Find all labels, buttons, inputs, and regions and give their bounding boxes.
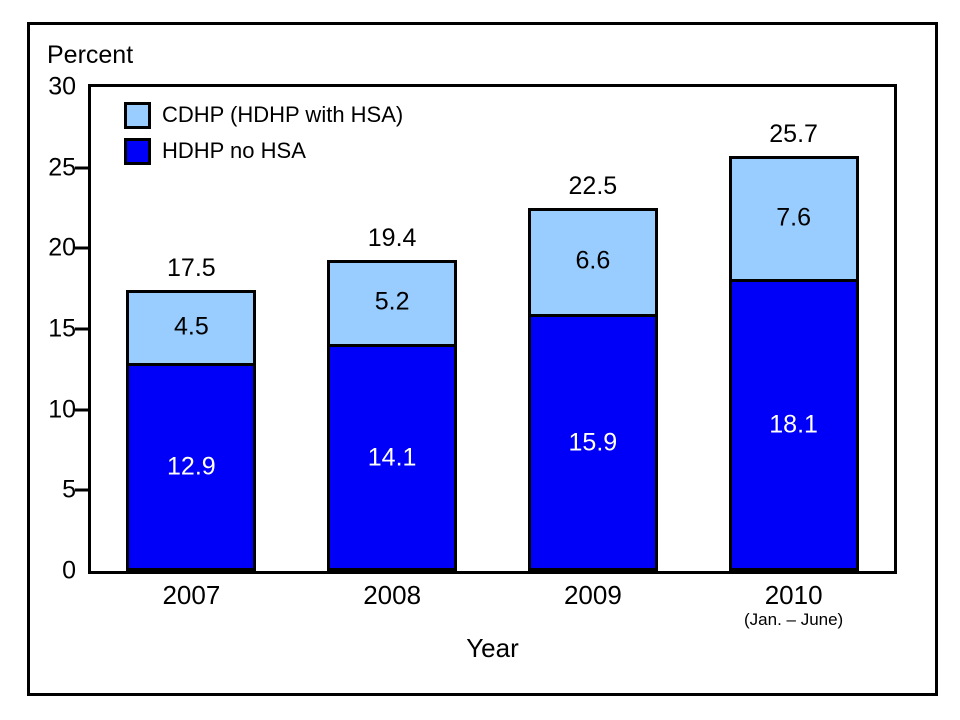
bar-2008: 19.4 5.2 14.1 xyxy=(327,226,458,571)
x-tick-sublabel-2010: (Jan. – June) xyxy=(744,610,844,629)
y-tick-label-20: 20 xyxy=(48,233,76,262)
bar-2010: 25.7 7.6 18.1 xyxy=(728,122,859,571)
y-tick-mark-10 xyxy=(75,408,88,412)
y-axis-title: Percent xyxy=(47,41,134,69)
x-tick-label-2007: 2007 xyxy=(162,580,221,610)
bar-2009-cdhp-segment xyxy=(527,208,658,314)
bar-stack-2010 xyxy=(728,156,859,571)
x-axis-title: Year xyxy=(466,633,519,663)
x-tick-label-2008: 2008 xyxy=(363,580,422,610)
bar-2009-hdhp-segment xyxy=(527,314,658,571)
bar-2009-total-label: 22.5 xyxy=(568,172,618,200)
y-tick-label-0: 0 xyxy=(62,556,76,585)
y-tick-label-15: 15 xyxy=(48,314,76,343)
bar-2007: 17.5 4.5 12.9 xyxy=(126,256,257,571)
bar-2007-hdhp-segment xyxy=(126,363,257,571)
y-tick-label-10: 10 xyxy=(48,395,76,424)
y-tick-label-5: 5 xyxy=(62,475,76,504)
y-tick-mark-25 xyxy=(75,166,88,170)
bar-2008-total-label: 19.4 xyxy=(367,224,417,252)
bar-2008-hdhp-value: 14.1 xyxy=(367,443,417,471)
bar-2010-hdhp-value: 18.1 xyxy=(769,410,818,439)
legend-label-hdhp: HDHP no HSA xyxy=(162,138,306,164)
x-tick-label-2009: 2009 xyxy=(563,580,622,610)
bar-2010-cdhp-value: 7.6 xyxy=(776,203,811,231)
bar-stack-2007 xyxy=(126,290,257,571)
y-tick-label-25: 25 xyxy=(48,153,76,182)
bar-2007-cdhp-value: 4.5 xyxy=(173,312,209,340)
bar-2009: 22.5 6.6 15.9 xyxy=(527,174,658,571)
bar-2010-total-label: 25.7 xyxy=(769,120,818,148)
bar-2009-cdhp-value: 6.6 xyxy=(575,246,611,275)
bar-2007-cdhp-segment xyxy=(126,290,257,363)
x-tick-label-2010: 2010 xyxy=(764,580,823,610)
legend-item-cdhp: CDHP (HDHP with HSA) xyxy=(124,102,403,129)
legend-item-hdhp: HDHP no HSA xyxy=(124,138,403,165)
legend: CDHP (HDHP with HSA) HDHP no HSA xyxy=(124,102,403,174)
y-tick-label-30: 30 xyxy=(48,72,76,101)
bar-2008-cdhp-segment xyxy=(327,260,458,344)
bar-2009-hdhp-value: 15.9 xyxy=(568,428,618,456)
bar-2008-hdhp-segment xyxy=(327,344,458,571)
plot-area: CDHP (HDHP with HSA) HDHP no HSA Year 0 5… xyxy=(48,74,897,661)
legend-label-cdhp: CDHP (HDHP with HSA) xyxy=(162,102,404,128)
y-tick-mark-20 xyxy=(75,246,88,250)
y-tick-mark-5 xyxy=(75,488,88,492)
hdhp-swatch-icon xyxy=(124,138,151,165)
bar-2007-total-label: 17.5 xyxy=(167,254,216,282)
cdhp-swatch-icon xyxy=(124,102,151,129)
bar-2010-hdhp-segment xyxy=(728,279,859,571)
bar-stack-2009 xyxy=(527,208,658,571)
y-tick-mark-15 xyxy=(75,327,88,331)
bar-2008-cdhp-value: 5.2 xyxy=(374,287,410,316)
bar-2007-hdhp-value: 12.9 xyxy=(167,452,216,481)
bar-2010-cdhp-segment xyxy=(728,156,859,279)
bar-stack-2008 xyxy=(327,260,458,571)
